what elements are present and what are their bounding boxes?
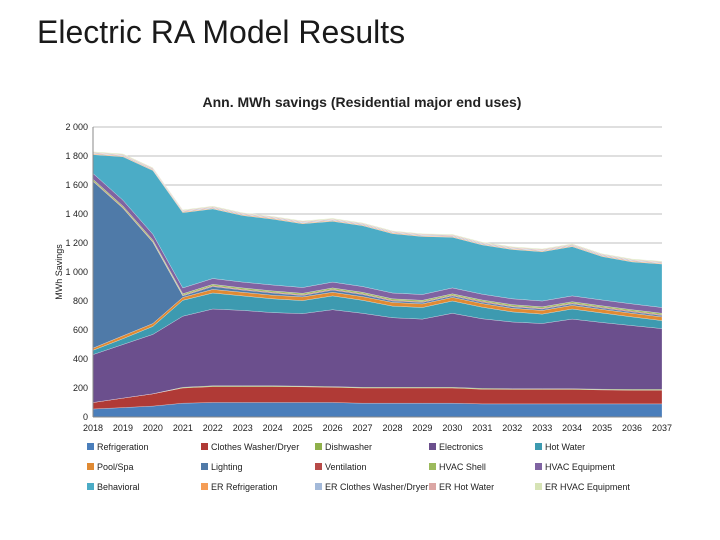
x-tick-label: 2026	[323, 423, 343, 433]
x-tick-label: 2028	[382, 423, 402, 433]
legend-swatch	[535, 483, 542, 490]
legend-item-clothes-washer-dryer: Clothes Washer/Dryer	[201, 442, 299, 452]
legend-item-er-clothes-washer-dryer: ER Clothes Washer/Dryer	[315, 482, 428, 492]
legend-item-er-hvac-equipment: ER HVAC Equipment	[535, 482, 630, 492]
x-tick-label: 2024	[263, 423, 283, 433]
x-tick-labels: 2018 2019 2020 2021 2022 2023 2024 2025 2026 2027…	[83, 423, 672, 433]
x-tick-label: 2031	[472, 423, 492, 433]
legend-label: Clothes Washer/Dryer	[211, 442, 299, 452]
legend-label: ER HVAC Equipment	[545, 482, 630, 492]
legend-label: Electronics	[439, 442, 484, 452]
y-tick-label: 1 800	[65, 151, 88, 161]
x-tick-label: 2019	[113, 423, 133, 433]
y-tick-label: 400	[73, 354, 88, 364]
legend-item-hvac-equipment: HVAC Equipment	[535, 462, 615, 472]
legend-label: Dishwasher	[325, 442, 372, 452]
legend-swatch	[315, 443, 322, 450]
legend-label: Hot Water	[545, 442, 585, 452]
legend-label: Refrigeration	[97, 442, 149, 452]
y-tick-label: 2 000	[65, 122, 88, 132]
y-tick-label: 1 000	[65, 267, 88, 277]
x-tick-label: 2022	[203, 423, 223, 433]
legend-label: ER Clothes Washer/Dryer	[325, 482, 428, 492]
legend-label: Lighting	[211, 462, 243, 472]
legend-swatch	[315, 483, 322, 490]
slide-title: Electric RA Model Results	[37, 14, 406, 50]
x-tick-label: 2036	[622, 423, 642, 433]
x-tick-label: 2020	[143, 423, 163, 433]
legend-swatch	[429, 443, 436, 450]
legend-item-hot-water: Hot Water	[535, 442, 585, 452]
legend-item-hvac-shell: HVAC Shell	[429, 462, 486, 472]
legend-label: ER Hot Water	[439, 482, 494, 492]
y-tick-label: 1 200	[65, 238, 88, 248]
x-tick-label: 2029	[412, 423, 432, 433]
legend-label: HVAC Equipment	[545, 462, 615, 472]
x-tick-label: 2021	[173, 423, 193, 433]
legend-swatch	[87, 443, 94, 450]
legend-item-lighting: Lighting	[201, 462, 243, 472]
legend-swatch	[535, 463, 542, 470]
x-tick-label: 2034	[562, 423, 582, 433]
x-tick-label: 2018	[83, 423, 103, 433]
x-tick-label: 2027	[353, 423, 373, 433]
legend-label: Ventilation	[325, 462, 367, 472]
y-tick-label: 0	[83, 412, 88, 422]
area-refrigeration	[92, 402, 663, 418]
y-tick-label: 800	[73, 296, 88, 306]
series-areas	[92, 151, 663, 418]
legend-item-ventilation: Ventilation	[315, 462, 367, 472]
legend-swatch	[201, 463, 208, 470]
legend-item-er-hot-water: ER Hot Water	[429, 482, 494, 492]
legend-label: HVAC Shell	[439, 462, 486, 472]
x-tick-label: 2037	[652, 423, 672, 433]
y-axis-label: MWh Savings	[54, 244, 64, 300]
y-tick-label: 1 600	[65, 180, 88, 190]
x-tick-label: 2033	[532, 423, 552, 433]
x-tick-label: 2030	[442, 423, 462, 433]
y-tick-label: 1 400	[65, 209, 88, 219]
legend-item-er-refrigeration: ER Refrigeration	[201, 482, 278, 492]
x-tick-label: 2032	[502, 423, 522, 433]
legend-label: Pool/Spa	[97, 462, 134, 472]
x-tick-label: 2035	[592, 423, 612, 433]
legend-swatch	[315, 463, 322, 470]
legend-swatch	[201, 483, 208, 490]
legend-item-pool-spa: Pool/Spa	[87, 462, 134, 472]
chart-title: Ann. MWh savings (Residential major end …	[203, 94, 522, 110]
x-tick-label: 2025	[293, 423, 313, 433]
legend-label: Behavioral	[97, 482, 140, 492]
legend-item-electronics: Electronics	[429, 442, 484, 452]
axes	[92, 127, 662, 418]
legend-swatch	[429, 483, 436, 490]
legend-item-dishwasher: Dishwasher	[315, 442, 372, 452]
legend-swatch	[87, 463, 94, 470]
legend-item-refrigeration: Refrigeration	[87, 442, 149, 452]
legend-swatch	[87, 483, 94, 490]
x-tick-label: 2023	[233, 423, 253, 433]
legend-swatch	[201, 443, 208, 450]
legend-swatch	[429, 463, 436, 470]
legend-swatch	[535, 443, 542, 450]
legend-item-behavioral: Behavioral	[87, 482, 140, 492]
legend: Refrigeration Clothes Washer/Dryer Dishwas…	[87, 442, 630, 492]
area-er-hvac-equipment	[92, 151, 663, 263]
y-tick-label: 200	[73, 383, 88, 393]
y-tick-labels: 0 200 400 600 800 1 000 1 200 1 400 1 600 1 800 2 …	[65, 122, 88, 422]
y-tick-label: 600	[73, 325, 88, 335]
legend-label: ER Refrigeration	[211, 482, 278, 492]
